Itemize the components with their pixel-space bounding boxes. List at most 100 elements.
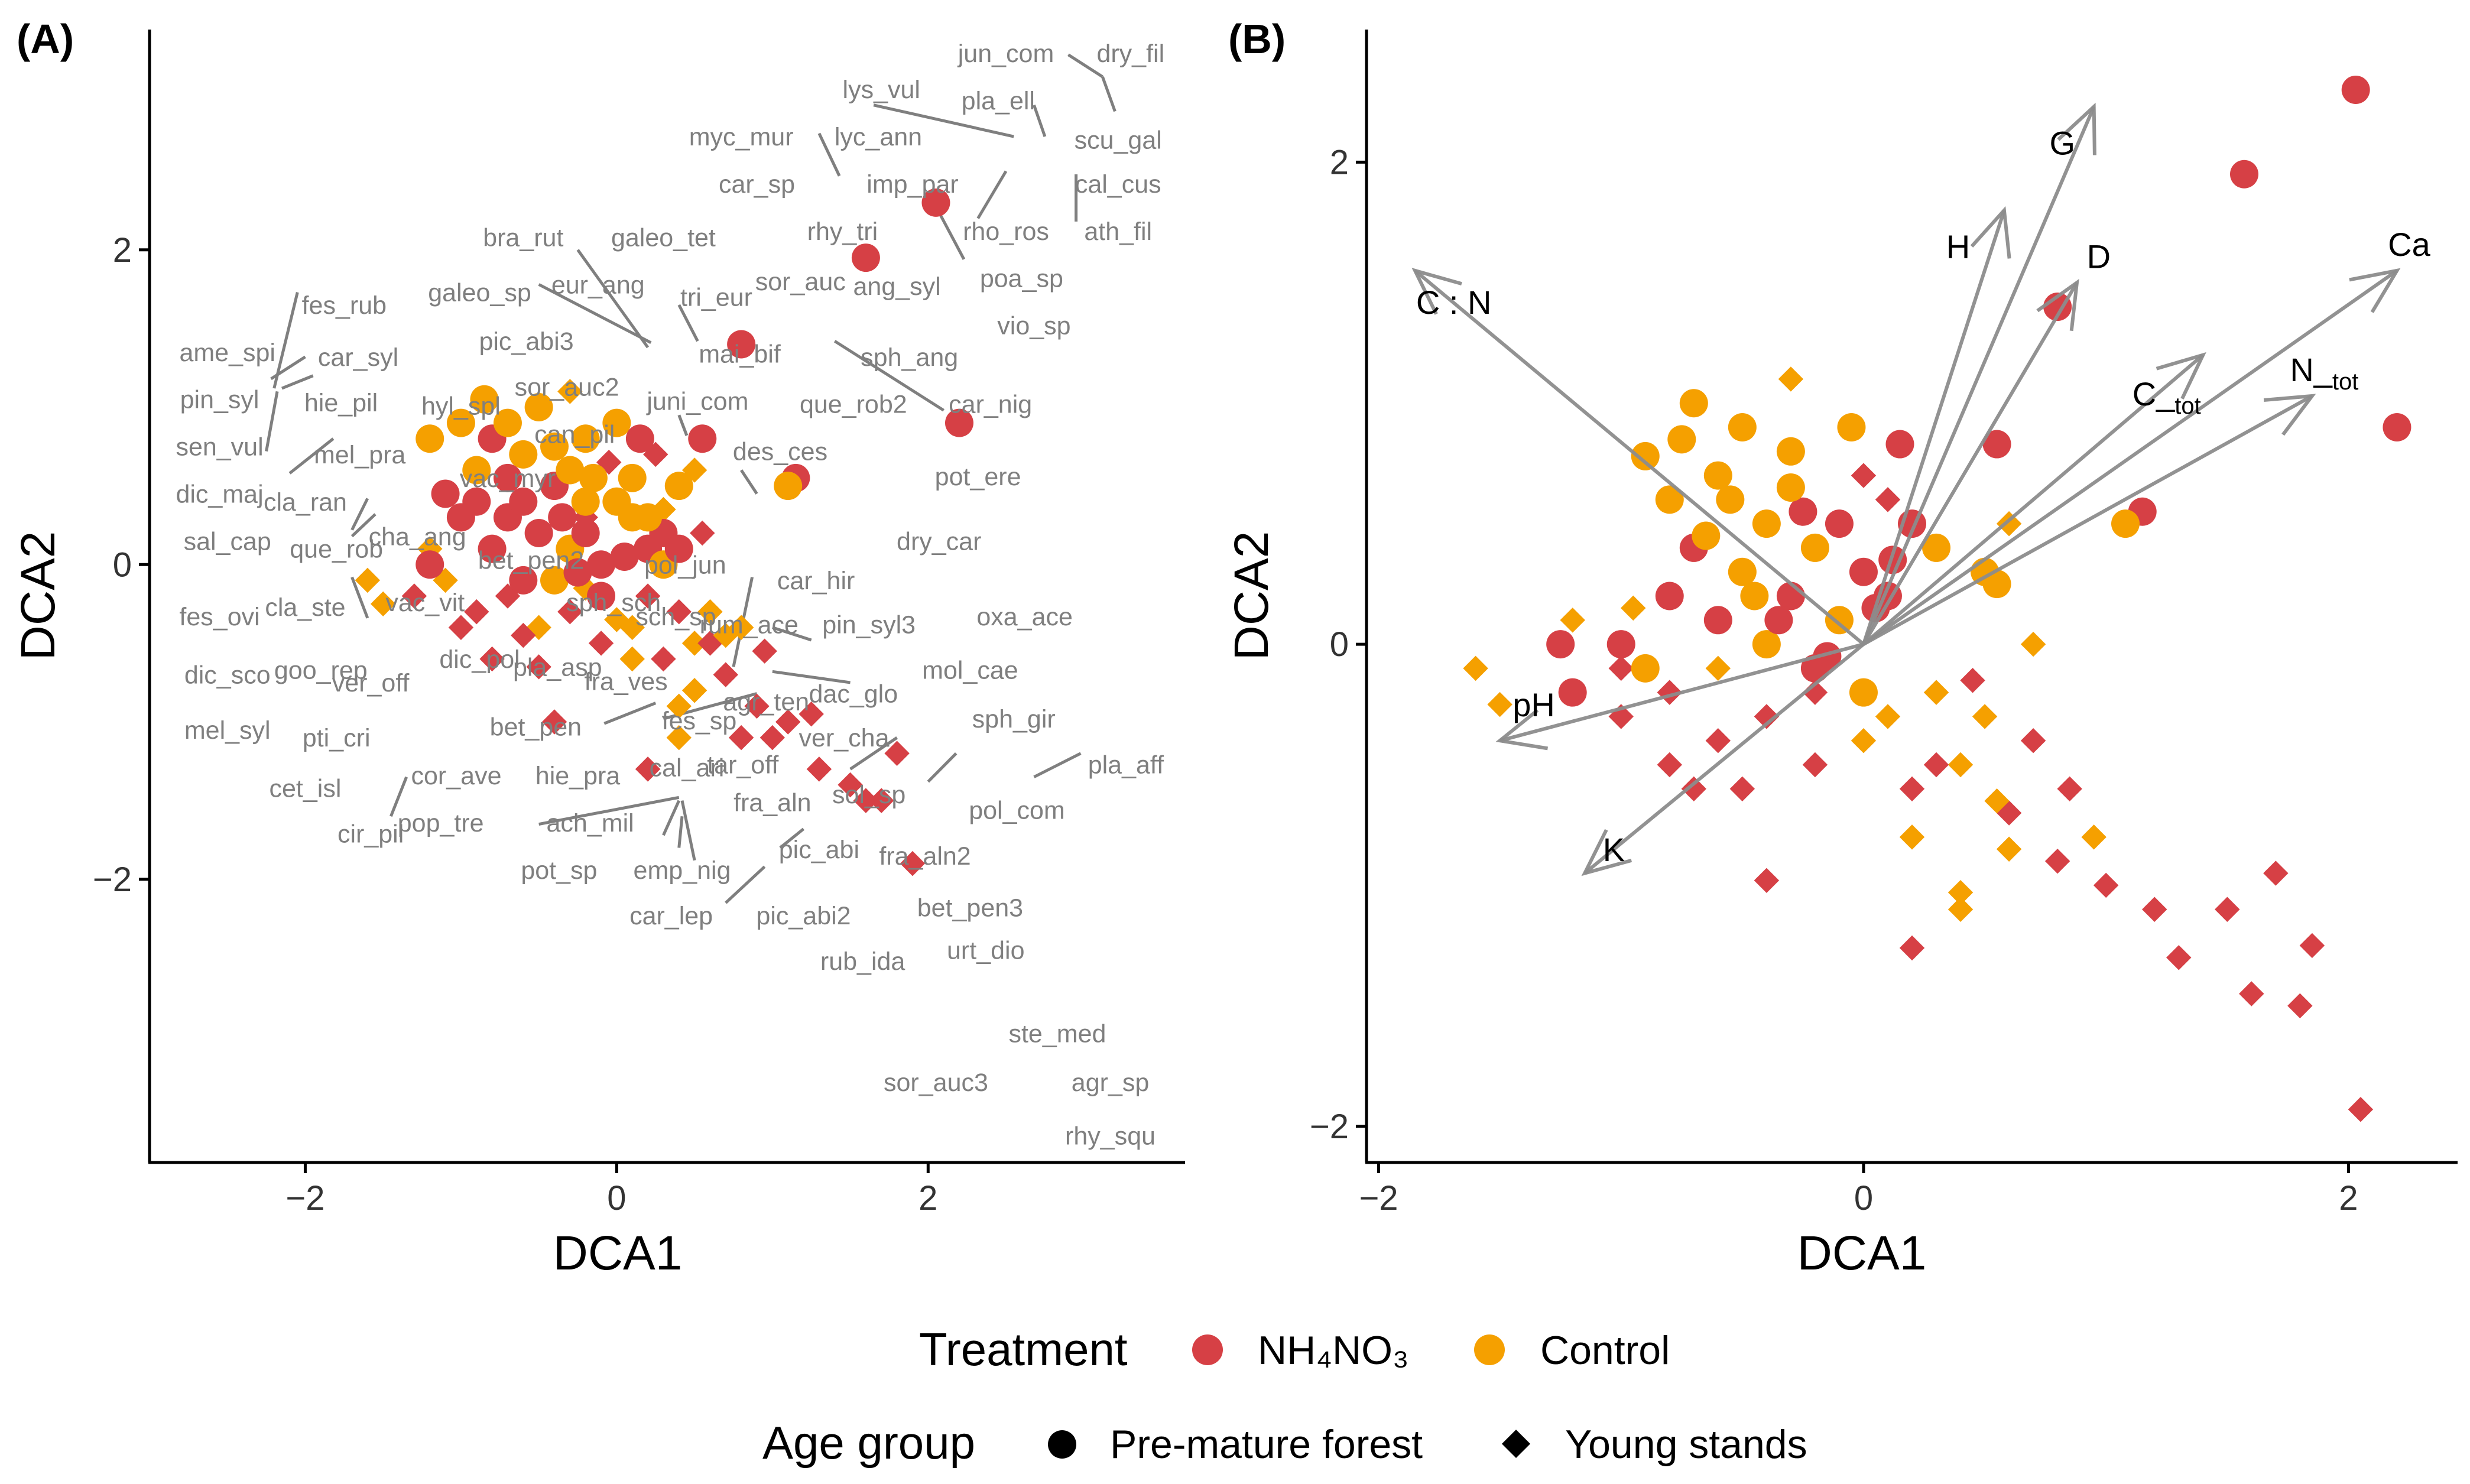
panel-b-point-young [2166,945,2192,970]
panel-a-point-premature [470,385,499,414]
species-label: pla_asp [513,653,602,681]
species-label: vac_vit [385,589,465,617]
env-vector-label: pH [1512,686,1555,723]
panel-a-leader-line [350,576,369,619]
panel-a-point-premature [446,503,475,532]
env-vector-arrowhead [2263,394,2316,436]
panel-b-point-premature [1655,485,1684,514]
legend-nh4no3-label: NH₄NO₃ [1258,1328,1409,1373]
panel-b-point-young [2142,897,2167,922]
panel-b-point-premature [1825,509,1854,538]
panel-a-point-premature [851,243,880,272]
panel-b-point-young [1948,897,1974,922]
panel-b-point-young [1729,776,1755,802]
species-label: vio_sp [997,312,1070,340]
panel-a-leader-line [272,292,299,389]
panel-a-point-young [752,638,777,664]
panel-b-point-premature [1558,678,1587,707]
species-label: urt_dio [947,937,1024,965]
species-label: ver_cha [799,724,890,752]
panel-a-point-young [464,599,489,625]
panel-b-point-young [2020,631,2046,657]
env-vector-arrow [1583,642,1865,875]
panel-a-point-premature [563,558,592,587]
panel-a-point-premature [524,393,553,421]
panel-a-ticks: −2 0 2 −2 0 2 [93,231,938,1217]
panel-b-point-premature [1752,630,1781,659]
env-vector-arrowhead [1581,829,1632,876]
species-label: bet_pen [490,713,582,741]
panel-a-point-premature [634,503,663,532]
panel-a-point-young [799,701,824,727]
panel-b-point-premature [2230,160,2259,189]
panel-b-point-young [2239,981,2264,1006]
species-label: fes_rub [302,291,387,320]
env-vector-arrow [1862,106,2096,645]
panel-a-point-premature [493,463,522,492]
species-label: sor_auc3 [884,1069,988,1097]
species-label: pop_tre [398,809,484,837]
species-label: des_ces [733,438,827,466]
species-label: pol_jun [644,551,726,579]
panel-a-points [355,188,973,876]
panel-b-point-young [1960,668,1985,693]
panel-b-x-tick-label: 2 [2339,1179,2358,1217]
env-vector-label-main: C_ [2133,375,2175,413]
panel-b-point-young [1802,752,1828,778]
species-label: myc_mur [689,123,794,151]
species-label: rho_ros [963,217,1049,246]
panel-a-leader-line [833,340,944,412]
panel-a-leader-line [849,736,898,771]
panel-a-leader-line [740,469,758,495]
panel-b-point-premature [1776,437,1805,466]
env-vector-arrowhead [1411,268,1462,315]
panel-a-point-premature [587,582,616,611]
panel-b-point-young [1608,655,1634,681]
env-vector-label-main: pH [1512,686,1555,723]
species-label: scu_gal [1075,126,1162,154]
species-label: goo_rep [274,657,368,685]
species-label: cal_cus [1075,170,1161,199]
panel-a-leader-line [538,795,680,826]
panel-a-point-young [635,583,661,609]
env-vector-label-main: C : N [1416,284,1492,321]
panel-a-x-tick-label: 0 [607,1179,626,1217]
panel-a-leader-line [603,702,657,725]
species-label: agr_ten [723,688,809,716]
panel-a-point-young [604,607,629,632]
env-vector-arrowhead [1495,709,1549,751]
panel-a-leader-line [265,391,279,452]
panel-a-point-premature [727,330,756,359]
panel-b-point-premature [2111,509,2140,538]
species-label: mai_bif [699,340,781,368]
panel-a-point-premature [431,479,460,508]
panel-a-leader-line [939,215,966,260]
env-vector-label: C : N [1416,284,1492,321]
species-label: pol_com [969,797,1065,825]
species-label: imp_par [866,170,958,199]
panel-a-leader-line [677,816,684,848]
panel-b-tag: (B) [1228,16,1286,62]
panel-a-point-premature [774,472,803,501]
species-label: dic_maj [176,480,263,508]
panel-a-point-premature [618,463,647,492]
panel-a-leader-line [1067,53,1103,78]
species-label: can_pil [534,420,615,449]
env-vector-label-main: N_ [2290,351,2332,388]
panel-b-point-young [1972,704,1998,729]
panel-b-point-young [1899,776,1925,802]
panel-b-y-tick-label: 0 [1330,625,1349,664]
species-label: mel_pra [314,441,405,469]
panel-b-x-title: DCA1 [1797,1226,1927,1280]
panel-a-point-young [728,725,754,751]
env-vector-label: N_tot [2290,351,2358,395]
panel-a-leader-line [677,304,699,342]
legend-nh4no3-swatch [1192,1334,1223,1365]
panel-a-point-premature [602,408,631,437]
panel-a-point-young [541,709,567,735]
panel-b-point-young [2044,848,2070,874]
panel-b-point-premature [1703,461,1732,490]
panel-a-leader-line [1033,752,1082,778]
panel-b-point-premature [1752,509,1781,538]
